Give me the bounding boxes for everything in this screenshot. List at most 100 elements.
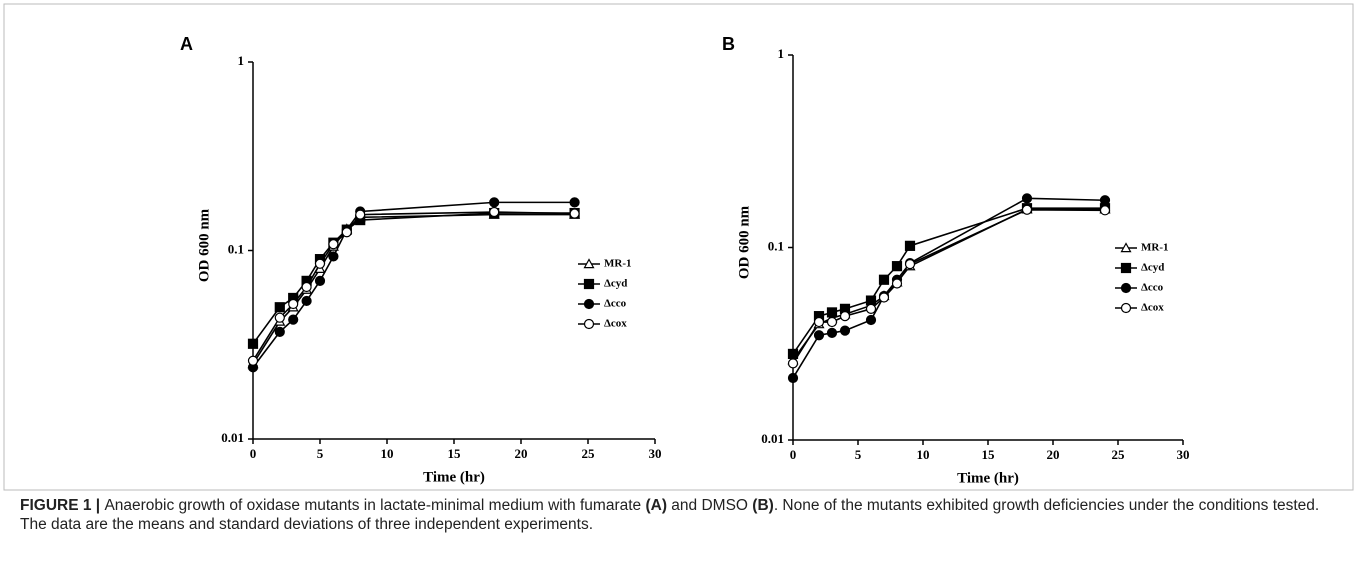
- data-point: [813, 330, 825, 341]
- x-tick-label: 30: [649, 446, 662, 461]
- series-line: [792, 208, 1106, 364]
- x-tick-label: 25: [1112, 447, 1126, 462]
- x-tick-label: 0: [790, 447, 797, 462]
- x-tick-label: 30: [1177, 447, 1190, 462]
- legend-label: Δcco: [1141, 282, 1164, 294]
- data-point: [569, 208, 580, 219]
- data-point: [1021, 204, 1033, 215]
- y-axis-label: OD 600 nm: [736, 205, 752, 279]
- data-point: [274, 302, 285, 313]
- caption: FIGURE 1 | Anaerobic growth of oxidase m…: [20, 496, 1345, 534]
- data-point: [904, 240, 916, 251]
- data-point: [288, 314, 299, 325]
- series-line: [792, 197, 1106, 379]
- x-tick-label: 15: [448, 446, 462, 461]
- legend-label: MR-1: [1141, 242, 1169, 254]
- data-point: [1099, 205, 1111, 216]
- x-tick-label: 0: [250, 446, 257, 461]
- legend-label: Δcyd: [1141, 262, 1164, 274]
- data-point: [787, 372, 799, 384]
- data-point: [301, 281, 312, 293]
- x-axis-label: Time (hr): [423, 469, 485, 485]
- data-point: [489, 197, 500, 208]
- legend-label: MR-1: [604, 258, 632, 270]
- data-point: [865, 314, 877, 326]
- legend-marker: [1120, 282, 1132, 294]
- data-point: [787, 348, 799, 360]
- series-line: [252, 213, 575, 365]
- panel-label: A: [180, 34, 193, 54]
- legend-marker: [583, 258, 595, 269]
- x-axis-label: Time (hr): [957, 470, 1019, 486]
- x-tick-label: 5: [317, 446, 324, 461]
- data-point: [247, 355, 259, 366]
- data-point: [878, 274, 890, 285]
- data-point: [355, 209, 366, 220]
- legend-marker: [1120, 302, 1132, 314]
- data-point: [826, 316, 838, 328]
- panel-label: B: [722, 34, 735, 54]
- legend-label: Δcyd: [604, 278, 627, 290]
- data-point: [569, 197, 580, 208]
- data-point: [904, 258, 916, 270]
- data-point: [826, 307, 838, 318]
- legend-marker: [1120, 242, 1132, 253]
- y-tick-label: 0.1: [768, 238, 784, 253]
- series-line: [252, 201, 575, 368]
- data-point: [839, 311, 851, 322]
- x-tick-label: 20: [515, 446, 528, 461]
- y-tick-label: 1: [778, 46, 785, 61]
- y-tick-label: 1: [238, 53, 245, 68]
- caption-text: and DMSO: [667, 497, 753, 514]
- data-point: [865, 295, 877, 306]
- y-axis-label: OD 600 nm: [196, 208, 212, 282]
- data-point: [489, 206, 500, 218]
- x-tick-label: 10: [917, 447, 930, 462]
- series-line: [792, 208, 1105, 361]
- y-tick-label: 0.1: [228, 241, 244, 256]
- legend-label: Δcco: [604, 298, 627, 310]
- data-point: [787, 358, 799, 369]
- legend-marker: [583, 318, 595, 330]
- data-point: [274, 326, 285, 337]
- series-line: [252, 211, 575, 362]
- caption-ref: (B): [752, 497, 774, 514]
- series-line: [792, 207, 1105, 355]
- legend-label: Δcox: [604, 318, 627, 330]
- caption-text: Anaerobic growth of oxidase mutants in l…: [104, 497, 646, 514]
- data-point: [1099, 195, 1111, 206]
- caption-ref: (A): [645, 497, 667, 514]
- data-point: [328, 239, 339, 250]
- legend-marker: [583, 278, 595, 290]
- data-point: [891, 278, 903, 289]
- data-point: [826, 327, 838, 339]
- data-point: [301, 295, 312, 307]
- data-point: [328, 251, 339, 262]
- legend-marker: [1120, 262, 1132, 274]
- figure-frame: [3, 3, 1354, 491]
- x-tick-label: 25: [582, 446, 596, 461]
- y-tick-label: 0.01: [221, 430, 244, 445]
- x-tick-label: 20: [1047, 447, 1060, 462]
- caption-label: FIGURE 1 |: [20, 497, 105, 514]
- data-point: [839, 325, 851, 336]
- data-point: [878, 292, 890, 303]
- data-point: [865, 303, 877, 314]
- series-line: [252, 212, 575, 345]
- data-point: [341, 227, 352, 238]
- data-point: [314, 258, 326, 269]
- x-tick-label: 15: [982, 447, 996, 462]
- data-point: [1021, 193, 1033, 204]
- caption-text: . None of the mutants exhibited growth d…: [20, 497, 1324, 533]
- x-tick-label: 10: [381, 446, 394, 461]
- y-tick-label: 0.01: [761, 431, 784, 446]
- data-point: [274, 312, 285, 323]
- legend-label: Δcox: [1141, 302, 1164, 314]
- data-point: [288, 298, 299, 310]
- legend-marker: [583, 298, 595, 310]
- data-point: [891, 261, 903, 272]
- data-point: [247, 338, 259, 349]
- data-point: [813, 316, 825, 328]
